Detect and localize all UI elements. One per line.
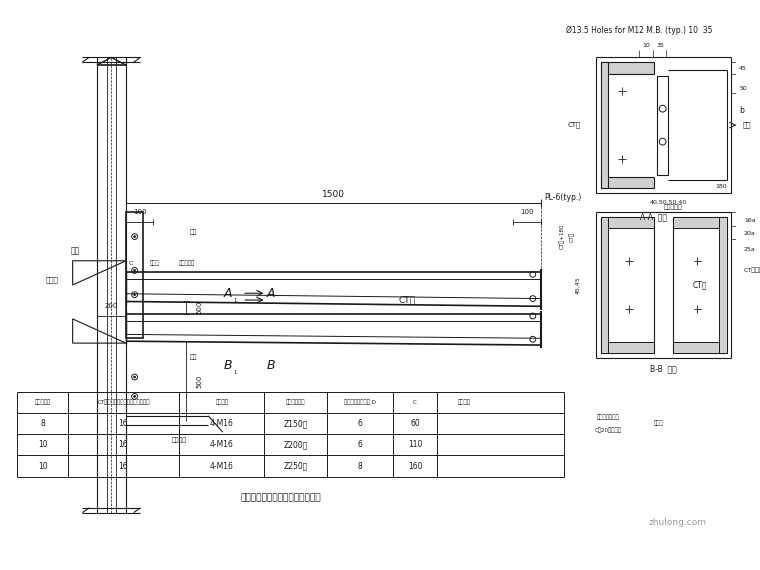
Text: CT梁: CT梁: [568, 122, 581, 128]
Bar: [673, 217, 727, 228]
Text: B: B: [223, 359, 232, 372]
Bar: [657, 76, 669, 174]
Circle shape: [134, 376, 135, 378]
Text: CT梁腔板厅度应优化处理目、直径: CT梁腔板厅度应优化处理目、直径: [97, 400, 150, 405]
Text: A: A: [267, 287, 275, 300]
Bar: [600, 62, 654, 74]
Bar: [600, 217, 608, 353]
Text: 60: 60: [410, 419, 420, 428]
Text: 16: 16: [119, 462, 128, 471]
Text: 雨筒详图一　（与钉柱连接相连）: 雨筒详图一 （与钉柱连接相连）: [241, 494, 321, 503]
Text: 25a: 25a: [744, 247, 755, 252]
Bar: [600, 342, 654, 353]
Circle shape: [134, 270, 135, 271]
Text: 160: 160: [408, 462, 423, 471]
Text: 10: 10: [38, 462, 47, 471]
Text: 20a: 20a: [744, 231, 755, 236]
Text: 500: 500: [197, 374, 203, 388]
Bar: [673, 217, 727, 353]
Circle shape: [134, 235, 135, 238]
Text: 180: 180: [715, 184, 727, 189]
Text: 墙梁: 墙梁: [190, 229, 198, 234]
Bar: [600, 217, 654, 353]
Text: 16: 16: [119, 419, 128, 428]
Text: CT梁规格: CT梁规格: [744, 268, 760, 273]
Text: Z250型: Z250型: [283, 462, 308, 471]
Bar: [600, 177, 654, 188]
Text: 4-M16: 4-M16: [210, 441, 234, 449]
Text: 40,50,50,40: 40,50,50,40: [650, 200, 687, 205]
Text: Z150型: Z150型: [283, 419, 308, 428]
Text: A: A: [223, 287, 232, 300]
Text: 10: 10: [642, 43, 650, 48]
Text: C为20，就近边: C为20，就近边: [595, 427, 622, 433]
Text: CT梁+180: CT梁+180: [559, 224, 565, 249]
Text: C: C: [129, 261, 133, 266]
Text: 墙梁厚: 墙梁厚: [150, 261, 160, 267]
Text: 1: 1: [233, 370, 237, 374]
Text: b: b: [739, 106, 744, 115]
Text: 屋筒盖: 屋筒盖: [654, 421, 663, 426]
Text: 1: 1: [233, 298, 237, 303]
Bar: [126, 213, 144, 338]
Text: 45: 45: [739, 66, 747, 71]
Text: 16: 16: [119, 441, 128, 449]
Text: 8: 8: [358, 462, 363, 471]
Bar: [719, 217, 727, 353]
Bar: [673, 342, 727, 353]
Text: CT梁: CT梁: [692, 280, 707, 290]
Polygon shape: [73, 319, 126, 343]
Circle shape: [134, 396, 135, 397]
Text: B: B: [267, 359, 276, 372]
Text: 500: 500: [197, 301, 203, 315]
Text: 雨筒数量: 雨筒数量: [458, 400, 470, 405]
Text: Z200型: Z200型: [283, 441, 308, 449]
Text: 45,45: 45,45: [576, 276, 581, 294]
Polygon shape: [73, 261, 126, 285]
Text: 桦梁光板厅度: 桦梁光板厅度: [287, 400, 306, 405]
Text: 钉柱: 钉柱: [71, 247, 81, 255]
Text: 200: 200: [105, 303, 118, 310]
Text: 桦梁光板开孔间距 D: 桦梁光板开孔间距 D: [344, 400, 376, 405]
Text: A-A  断面: A-A 断面: [641, 213, 667, 222]
Text: 100: 100: [133, 209, 146, 215]
Text: 4-M16: 4-M16: [210, 419, 234, 428]
Text: 力源路线: 力源路线: [172, 437, 187, 443]
Bar: [600, 62, 608, 188]
Text: 墙梁孔间距: 墙梁孔间距: [664, 205, 682, 210]
Text: 桦梁规格: 桦梁规格: [215, 400, 228, 405]
Text: 8: 8: [40, 419, 45, 428]
Text: 1500: 1500: [321, 190, 345, 200]
Text: zhulong.com: zhulong.com: [649, 518, 707, 527]
Text: 墙梁: 墙梁: [190, 355, 198, 360]
Text: C: C: [413, 400, 417, 405]
Text: CT梁: CT梁: [398, 295, 416, 304]
Text: 加劲板: 加劲板: [46, 277, 58, 283]
Text: B-B  断面: B-B 断面: [651, 365, 677, 374]
Text: Ø13.5 Holes for M12 M.B. (typ.) 10  35: Ø13.5 Holes for M12 M.B. (typ.) 10 35: [566, 26, 713, 35]
Circle shape: [134, 294, 135, 296]
Text: 10: 10: [38, 441, 47, 449]
Text: PL-6(typ.): PL-6(typ.): [544, 193, 581, 202]
Text: 100: 100: [521, 209, 534, 215]
Text: CT梁: CT梁: [568, 231, 575, 242]
Text: 墙梁: 墙梁: [743, 122, 752, 128]
Text: 当内内入标注，: 当内内入标注，: [597, 414, 619, 420]
Text: 16a: 16a: [744, 218, 755, 223]
Text: 50: 50: [739, 86, 747, 91]
Text: 4-M16: 4-M16: [210, 462, 234, 471]
Text: 6: 6: [358, 419, 363, 428]
Text: 110: 110: [408, 441, 423, 449]
Bar: [600, 217, 654, 228]
Text: 加劲板厅度: 加劲板厅度: [34, 400, 51, 405]
Text: 全溶透焊缝: 全溶透焊缝: [179, 261, 195, 267]
Text: 35: 35: [657, 43, 664, 48]
Text: 6: 6: [358, 441, 363, 449]
